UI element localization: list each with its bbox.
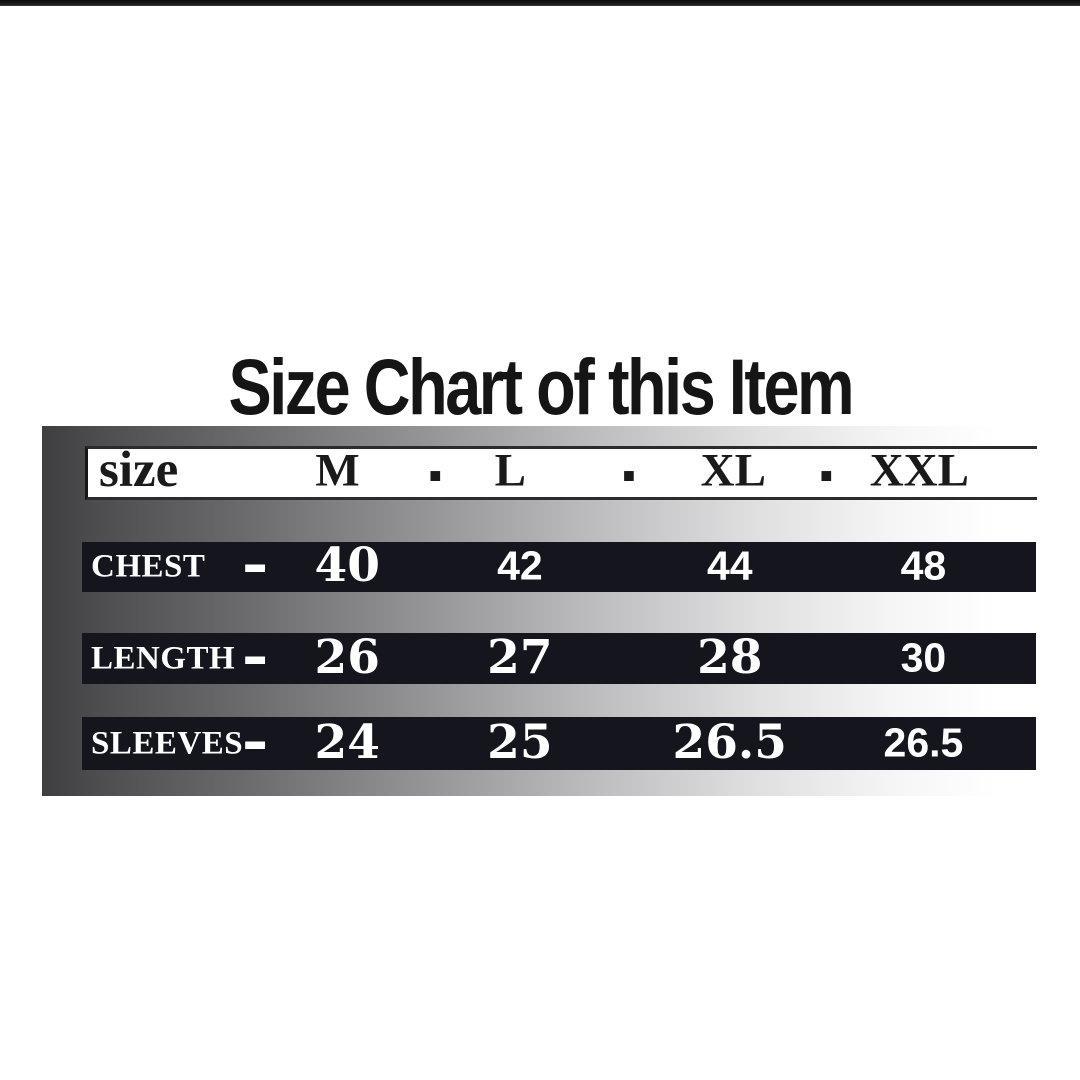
table-row-length: LENGTH – 26 27 28 30	[82, 617, 1036, 693]
sleeves-value-l: 25	[487, 714, 553, 770]
header-separator-2: -	[622, 424, 636, 518]
table-row-sleeves: SLEEVES – 24 25 26.5 26.5	[82, 702, 1036, 778]
row-label-chest: CHEST	[91, 548, 206, 585]
table-row-chest: CHEST – 40 42 44 48	[82, 526, 1036, 602]
size-header-row: size M - L - XL - XXL	[85, 429, 1037, 513]
header-separator-1: -	[429, 424, 442, 518]
chest-value-xxl: 48	[900, 542, 947, 589]
title-container: Size Chart of this Item	[0, 294, 1080, 479]
length-value-m: 26	[314, 629, 380, 685]
row-label-length: LENGTH	[91, 640, 236, 676]
size-header-label: size	[99, 441, 179, 498]
header-separator-3: -	[819, 424, 833, 518]
page-title: Size Chart of this Item	[228, 341, 854, 431]
chest-value-m: 40	[314, 538, 380, 594]
size-chart-panel: size M - L - XL - XXL CHEST – 40 42 44 4…	[42, 426, 1037, 796]
sleeves-value-m: 24	[314, 714, 380, 770]
row-dash-chest: –	[244, 522, 267, 606]
length-value-xl: 28	[697, 629, 763, 685]
row-label-sleeves: SLEEVES	[91, 725, 244, 761]
length-value-l: 27	[487, 629, 553, 685]
length-value-xxl: 30	[900, 633, 947, 680]
row-dash-sleeves: –	[244, 698, 267, 783]
chest-value-l: 42	[497, 542, 543, 589]
sleeves-value-xxl: 26.5	[883, 718, 964, 765]
size-column-l: L	[494, 444, 526, 497]
size-column-xl: XL	[700, 444, 766, 497]
size-column-m: M	[315, 444, 360, 497]
sleeves-value-xl: 26.5	[672, 714, 788, 770]
row-dash-length: –	[244, 613, 267, 698]
top-border-strip	[0, 0, 1080, 6]
chest-value-xl: 44	[706, 542, 753, 589]
size-column-xxl: XXL	[869, 444, 969, 497]
